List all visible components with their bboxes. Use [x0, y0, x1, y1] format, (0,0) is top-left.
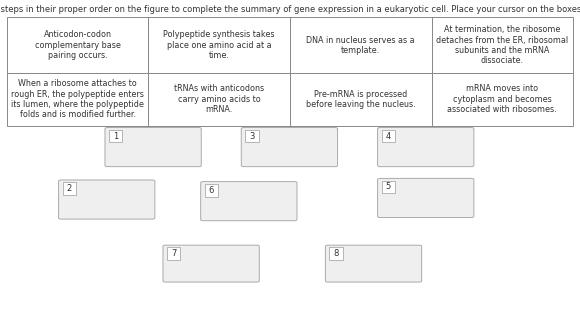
Text: 2: 2 — [67, 184, 72, 193]
Text: Place the steps in their proper order on the figure to complete the summary of g: Place the steps in their proper order on… — [0, 5, 580, 14]
Text: Pre-mRNA is processed
before leaving the nucleus.: Pre-mRNA is processed before leaving the… — [306, 90, 416, 109]
FancyBboxPatch shape — [241, 128, 338, 167]
Text: 3: 3 — [249, 132, 255, 141]
Bar — [7, 17, 148, 73]
Bar — [148, 73, 290, 126]
Bar — [382, 130, 395, 142]
Bar — [432, 17, 573, 73]
FancyBboxPatch shape — [201, 182, 297, 221]
Text: 4: 4 — [386, 132, 391, 141]
FancyBboxPatch shape — [325, 245, 422, 282]
Text: 7: 7 — [171, 249, 176, 258]
Bar — [245, 130, 259, 142]
Bar — [290, 73, 432, 126]
Bar — [63, 182, 76, 195]
Text: Anticodon-codon
complementary base
pairing occurs.: Anticodon-codon complementary base pairi… — [35, 31, 121, 60]
Bar — [7, 73, 148, 126]
Text: 1: 1 — [113, 132, 118, 141]
Text: 8: 8 — [334, 249, 339, 258]
FancyBboxPatch shape — [59, 180, 155, 219]
FancyBboxPatch shape — [105, 128, 201, 167]
Bar — [167, 247, 180, 260]
Text: At termination, the ribosome
detaches from the ER, ribosomal
subunits and the mR: At termination, the ribosome detaches fr… — [436, 25, 568, 66]
Text: 5: 5 — [386, 183, 391, 191]
FancyBboxPatch shape — [378, 178, 474, 218]
Bar — [329, 247, 343, 260]
Text: When a ribosome attaches to
rough ER, the polypeptide enters
its lumen, where th: When a ribosome attaches to rough ER, th… — [11, 79, 144, 120]
Text: 6: 6 — [209, 186, 214, 195]
Bar — [290, 17, 432, 73]
Text: tRNAs with anticodons
carry amino acids to
mRNA.: tRNAs with anticodons carry amino acids … — [174, 85, 264, 114]
Bar — [205, 184, 218, 197]
Text: DNA in nucleus serves as a
template.: DNA in nucleus serves as a template. — [306, 36, 415, 55]
Text: mRNA moves into
cytoplasm and becomes
associated with ribosomes.: mRNA moves into cytoplasm and becomes as… — [447, 85, 557, 114]
FancyBboxPatch shape — [378, 128, 474, 167]
Bar — [148, 17, 290, 73]
Bar — [382, 181, 395, 193]
Bar — [432, 73, 573, 126]
FancyBboxPatch shape — [163, 245, 259, 282]
Bar — [109, 130, 122, 142]
Text: Polypeptide synthesis takes
place one amino acid at a
time.: Polypeptide synthesis takes place one am… — [164, 31, 275, 60]
